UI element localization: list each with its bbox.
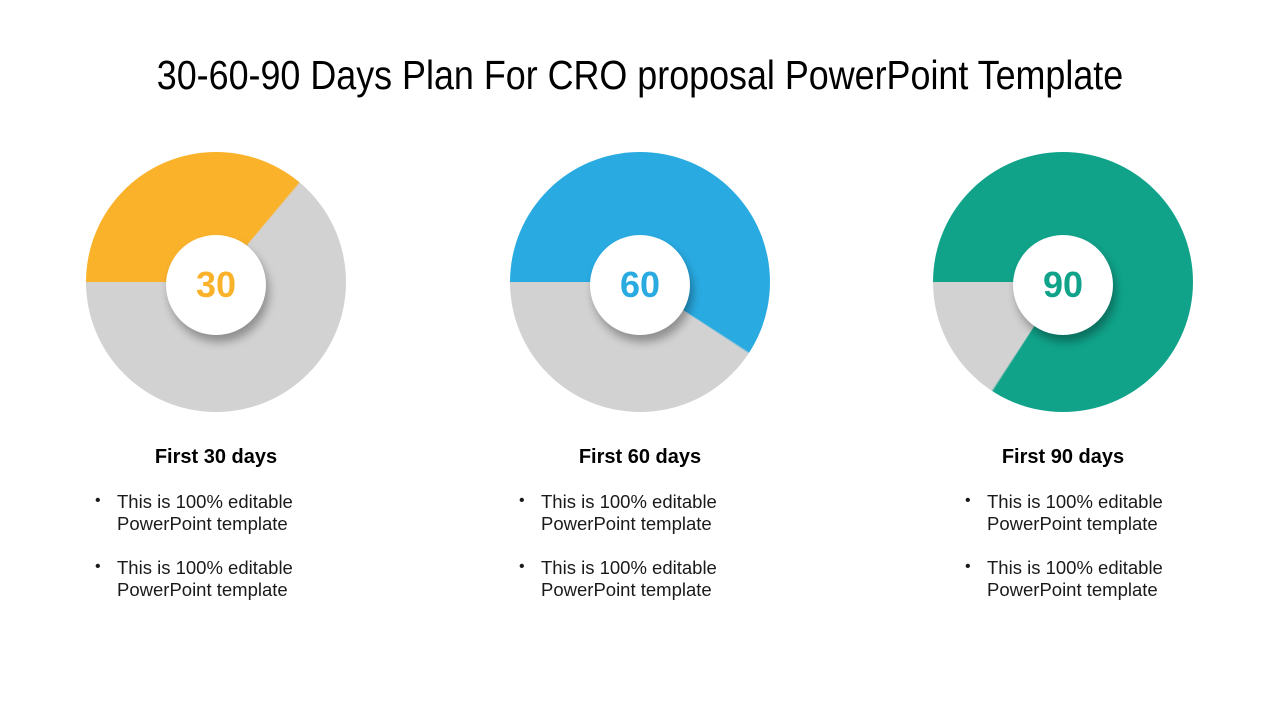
section-heading: First 90 days	[1001, 446, 1125, 468]
pie-chart-30: 30	[86, 152, 346, 412]
bullet-list: This is 100% editable PowerPoint templat…	[946, 490, 1203, 601]
slide-title: 30-60-90 Days Plan For CRO proposal Powe…	[156, 52, 1124, 99]
pie-center-circle: 30	[166, 235, 266, 335]
pie-chart-60: 60	[510, 152, 770, 412]
section-heading: First 30 days	[154, 446, 278, 468]
bullet-item: This is 100% editable PowerPoint templat…	[517, 490, 780, 535]
pie-center-label: 60	[619, 264, 661, 305]
bullet-item: This is 100% editable PowerPoint templat…	[963, 556, 1203, 601]
plan-section-90: 90 First 90 days This is 100% editable P…	[923, 152, 1203, 601]
plan-section-30: 30 First 30 days This is 100% editable P…	[76, 152, 356, 601]
bullet-item: This is 100% editable PowerPoint templat…	[93, 556, 356, 601]
bullet-item: This is 100% editable PowerPoint templat…	[517, 556, 780, 601]
bullet-item: This is 100% editable PowerPoint templat…	[963, 490, 1203, 535]
bullet-list: This is 100% editable PowerPoint templat…	[500, 490, 780, 601]
pie-center-circle: 90	[1013, 235, 1113, 335]
plan-section-60: 60 First 60 days This is 100% editable P…	[500, 152, 780, 601]
bullet-list: This is 100% editable PowerPoint templat…	[76, 490, 356, 601]
section-heading: First 60 days	[578, 446, 702, 468]
bullet-item: This is 100% editable PowerPoint templat…	[93, 490, 356, 535]
pie-center-label: 30	[195, 264, 237, 305]
pie-center-label: 90	[1042, 264, 1084, 305]
pie-center-circle: 60	[590, 235, 690, 335]
pie-chart-90: 90	[933, 152, 1193, 412]
